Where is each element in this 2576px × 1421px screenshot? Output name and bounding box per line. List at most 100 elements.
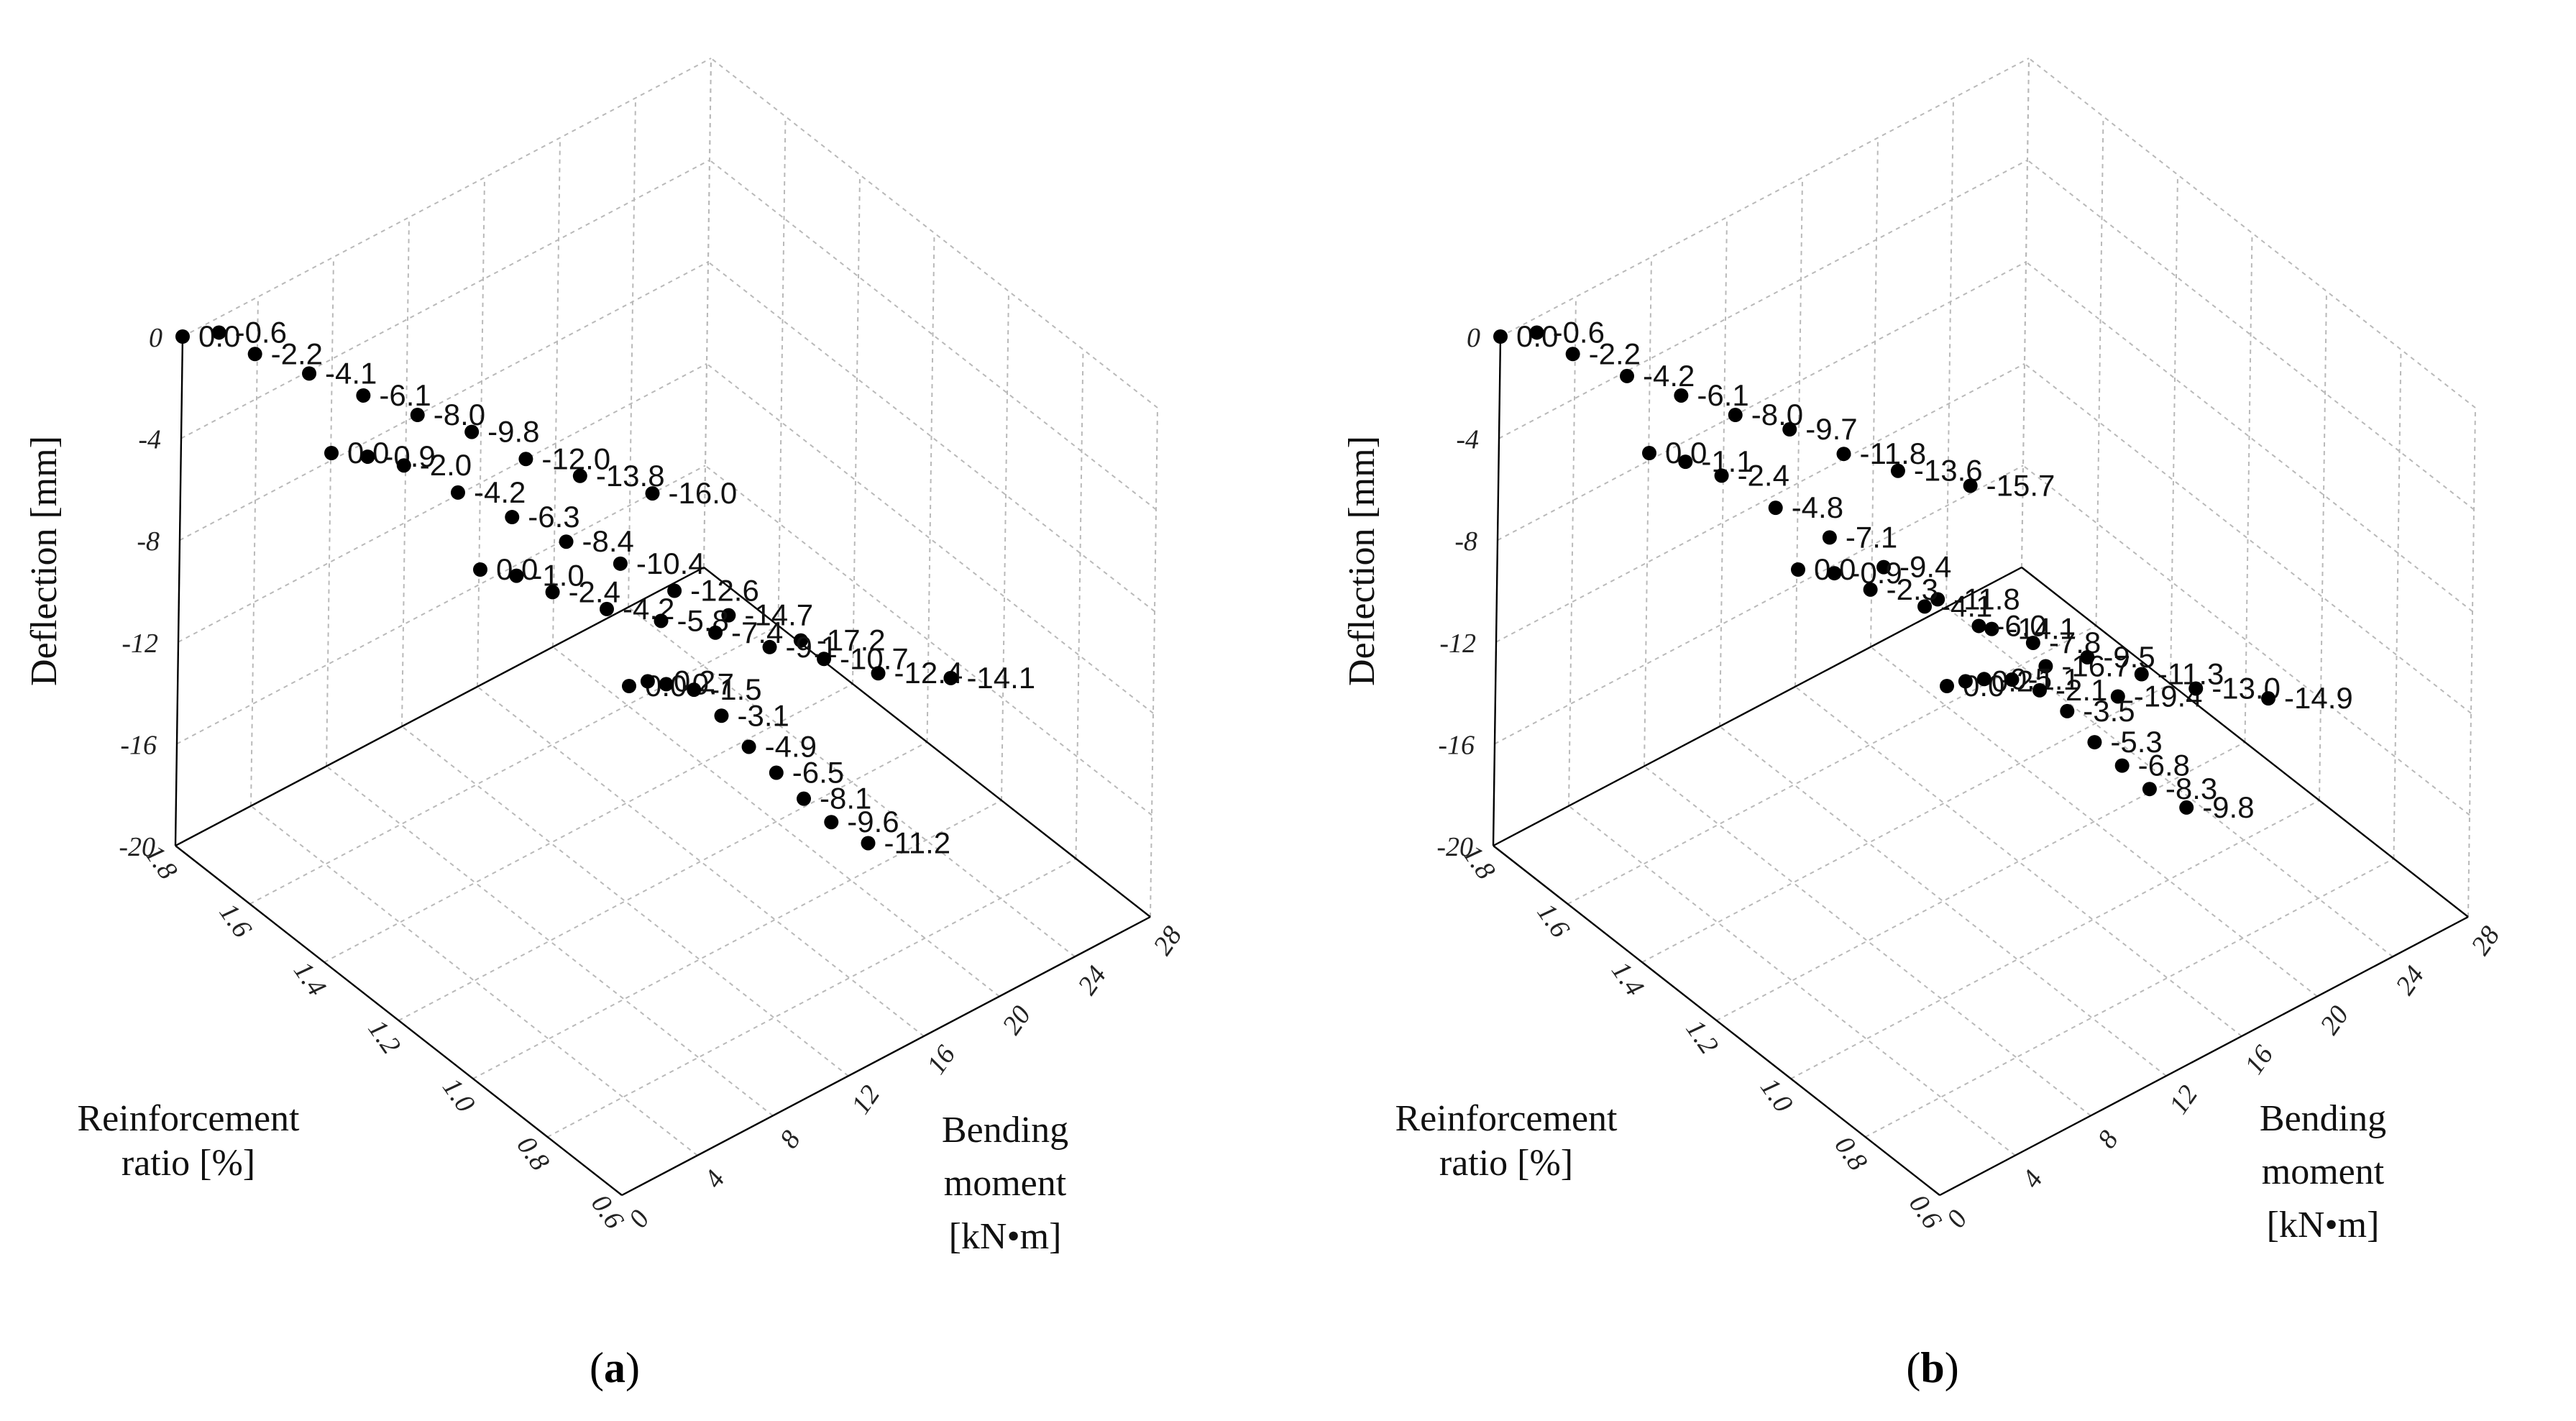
data-label: -14.1 — [966, 661, 1035, 695]
series-1: 0.0-0.6-2.2-4.1-6.1-8.0-9.8-12.0-13.8-16… — [175, 315, 737, 510]
y-tick-label: 28 — [1147, 921, 1188, 961]
data-point — [613, 556, 628, 571]
data-point — [2004, 672, 2020, 687]
series-1: 0.0-0.6-2.2-4.2-6.1-8.0-9.7-11.8-13.6-15… — [1493, 315, 2055, 502]
y-axis-label: [kN•m] — [949, 1216, 1062, 1257]
grid-line — [477, 686, 925, 1037]
y-tick-label: 12 — [845, 1080, 886, 1120]
panel-label-close: ) — [625, 1344, 640, 1392]
data-label: -2.3 — [1887, 572, 1938, 606]
grid-line — [1945, 98, 1954, 608]
series-2: 0.0-0.9-2.0-4.2-6.3-8.4-10.4-12.6-14.7-1… — [324, 436, 886, 657]
data-point — [1782, 422, 1797, 437]
data-point — [1768, 501, 1783, 516]
data-label: -6.0 — [1994, 608, 2046, 642]
data-label: -0.6 — [235, 315, 287, 349]
x-tick-label: 0.6 — [1903, 1189, 1948, 1235]
data-label: -2.0 — [420, 448, 472, 482]
grid-line — [2393, 349, 2402, 859]
grid-line — [182, 58, 712, 337]
data-label: -9.8 — [2202, 790, 2254, 824]
x-axis-line — [1493, 845, 1940, 1196]
panel-label-open: ( — [590, 1344, 604, 1392]
data-point — [1958, 674, 1973, 689]
data-label: -4.8 — [1792, 490, 1843, 524]
grid-line — [1644, 257, 1652, 767]
grid-line — [180, 159, 710, 439]
z-tick-label: -8 — [1454, 526, 1477, 557]
data-label: -3.5 — [2083, 694, 2135, 728]
data-point — [871, 666, 886, 681]
data-label: -7.1 — [1846, 520, 1897, 554]
data-points: 0.0-0.6-2.2-4.1-6.1-8.0-9.8-12.0-13.8-16… — [175, 315, 1035, 859]
data-label: -4.9 — [765, 729, 817, 763]
data-point — [2025, 635, 2040, 650]
data-point — [943, 670, 958, 685]
grid-line — [1150, 407, 1158, 918]
axes-frame — [174, 336, 1151, 1197]
floor-edge — [175, 566, 705, 847]
data-label: -11.8 — [1860, 437, 1927, 470]
data-point — [356, 388, 371, 403]
data-label: -12.6 — [690, 574, 759, 608]
panel-label: (b) — [1906, 1344, 1958, 1392]
data-label: -2.1 — [2055, 673, 2107, 707]
data-label: -4.2 — [1643, 359, 1695, 393]
data-label: -6.3 — [528, 500, 579, 534]
y-axis-label: moment — [2262, 1151, 2385, 1192]
y-tick-label: 0 — [623, 1205, 656, 1233]
data-label: -15.7 — [1986, 468, 2055, 502]
grid-lines — [1493, 58, 2476, 1196]
grid-line — [709, 159, 1157, 511]
data-point — [505, 510, 520, 525]
data-point — [1678, 454, 1693, 470]
data-point — [2087, 735, 2102, 750]
panel-a: 0-4-8-12-16-200.60.81.01.21.41.61.804812… — [24, 58, 1188, 1392]
floor-edge — [703, 567, 1151, 918]
y-tick-label: 28 — [2465, 921, 2506, 961]
series-2: 0.0-1.1-2.4-4.8-7.1-9.4-11.8-14.1-16.7-1… — [1642, 436, 2203, 713]
y-axis-label: Bending — [942, 1110, 1068, 1151]
data-point — [1728, 408, 1743, 423]
grid-line — [552, 137, 561, 647]
y-tick-label: 20 — [2314, 1000, 2355, 1040]
y-tick-label: 20 — [996, 1000, 1037, 1040]
data-point — [324, 446, 339, 460]
grid-line — [2319, 291, 2327, 801]
data-label: -6.1 — [1697, 378, 1748, 412]
grid-line — [2244, 232, 2253, 743]
data-point — [2188, 681, 2204, 696]
x-axis-line — [175, 845, 623, 1196]
data-point — [2060, 703, 2075, 718]
data-point — [2110, 689, 2125, 704]
grid-line — [777, 116, 787, 626]
z-tick-label: -4 — [1456, 425, 1479, 455]
data-point — [2038, 659, 2053, 674]
grid-line — [401, 217, 410, 727]
grid-line — [852, 174, 861, 685]
data-point — [824, 815, 839, 830]
data-point — [817, 652, 832, 667]
data-label: -2.4 — [1738, 458, 1789, 492]
panel-label-close: ) — [1945, 1344, 1959, 1392]
z-axis-label: Deflection [mm] — [1342, 436, 1383, 686]
y-tick-label: 8 — [2092, 1125, 2124, 1154]
grid-line — [1719, 217, 1728, 727]
z-tick-label: -12 — [1439, 629, 1476, 659]
data-point — [1529, 325, 1544, 340]
data-label: -6.1 — [379, 378, 431, 412]
series-4: 0.0-0.2-0.7-1.5-3.1-4.9-6.5-8.1-9.6-11.2 — [622, 664, 950, 859]
x-axis-label: ratio [%] — [1439, 1143, 1573, 1184]
data-point — [714, 708, 729, 723]
x-axis-label: Reinforcement — [1395, 1098, 1618, 1139]
data-point — [2142, 782, 2157, 797]
data-point — [1963, 478, 1978, 493]
data-label: -8.4 — [582, 524, 634, 558]
grid-line — [326, 257, 334, 767]
z-tick-label: -12 — [122, 629, 158, 659]
data-point — [1876, 559, 1892, 575]
data-point — [559, 534, 574, 549]
data-label: -4.2 — [474, 475, 526, 509]
y-axis-line — [1939, 915, 2469, 1197]
